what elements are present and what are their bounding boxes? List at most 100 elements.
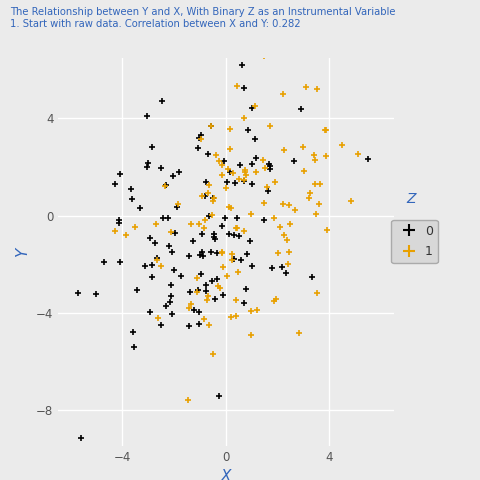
Point: [223, 272, 231, 280]
Point: [204, 189, 212, 197]
Point: [265, 161, 273, 168]
Point: [284, 260, 291, 267]
Point: [228, 204, 235, 212]
Point: [260, 199, 267, 207]
Point: [234, 83, 241, 90]
Point: [167, 293, 175, 300]
Point: [219, 263, 227, 271]
Point: [259, 156, 266, 163]
Point: [143, 112, 151, 120]
Point: [213, 249, 221, 257]
Point: [248, 161, 255, 168]
Point: [164, 215, 171, 222]
Point: [308, 273, 316, 281]
Point: [131, 223, 139, 231]
Point: [282, 269, 290, 277]
Point: [313, 85, 321, 93]
Point: [201, 192, 208, 200]
Point: [186, 288, 193, 296]
Point: [314, 41, 322, 48]
Point: [185, 322, 193, 330]
Point: [271, 178, 279, 186]
Point: [184, 396, 192, 404]
Point: [186, 252, 193, 260]
Point: [192, 288, 200, 296]
Point: [229, 169, 237, 177]
Point: [244, 126, 252, 134]
Point: [198, 192, 205, 200]
Point: [129, 329, 137, 336]
Point: [116, 169, 123, 177]
Point: [200, 315, 208, 323]
Point: [266, 165, 274, 173]
Point: [171, 229, 179, 237]
Point: [173, 203, 181, 211]
Point: [136, 204, 144, 212]
Point: [232, 296, 240, 303]
Point: [143, 163, 151, 171]
Point: [230, 255, 238, 263]
Point: [253, 307, 261, 314]
Point: [312, 210, 319, 218]
Point: [73, 456, 81, 463]
Point: [228, 250, 236, 258]
Point: [187, 300, 195, 308]
Point: [262, 164, 269, 171]
Point: [266, 162, 274, 170]
Point: [195, 134, 203, 142]
Point: [240, 177, 248, 185]
Point: [225, 166, 232, 173]
Point: [159, 214, 167, 222]
Point: [252, 168, 260, 176]
Point: [248, 105, 256, 112]
Point: [185, 304, 192, 312]
Point: [157, 321, 165, 328]
Point: [240, 228, 248, 235]
Point: [170, 265, 178, 273]
Point: [270, 297, 278, 305]
Point: [133, 286, 141, 294]
Point: [196, 251, 204, 259]
Point: [216, 284, 224, 292]
Point: [225, 230, 232, 238]
Point: [204, 292, 212, 300]
Point: [218, 171, 226, 179]
Point: [212, 235, 219, 242]
Point: [285, 248, 293, 256]
Point: [274, 39, 281, 47]
Point: [235, 176, 242, 183]
Point: [280, 146, 288, 154]
Point: [211, 295, 218, 303]
Point: [364, 156, 372, 163]
Point: [205, 322, 213, 329]
Point: [322, 152, 330, 160]
Point: [205, 181, 213, 189]
Point: [313, 288, 321, 296]
Point: [274, 250, 282, 257]
Point: [213, 275, 221, 283]
Point: [218, 248, 226, 256]
Point: [216, 393, 223, 400]
Point: [298, 105, 305, 113]
Point: [205, 212, 213, 220]
Point: [157, 263, 165, 270]
Point: [219, 291, 227, 299]
Point: [161, 182, 168, 190]
Point: [233, 214, 241, 222]
Point: [248, 180, 255, 188]
Point: [285, 202, 293, 209]
Point: [189, 237, 197, 244]
X-axis label: X: X: [220, 469, 231, 480]
Point: [257, 45, 265, 52]
Point: [152, 220, 160, 228]
Point: [221, 214, 228, 222]
Point: [177, 273, 184, 280]
Point: [204, 151, 212, 158]
Point: [240, 84, 248, 92]
Point: [266, 122, 274, 130]
Point: [247, 308, 254, 315]
Point: [207, 248, 215, 256]
Point: [264, 188, 272, 195]
Point: [210, 230, 218, 238]
Point: [322, 126, 329, 134]
